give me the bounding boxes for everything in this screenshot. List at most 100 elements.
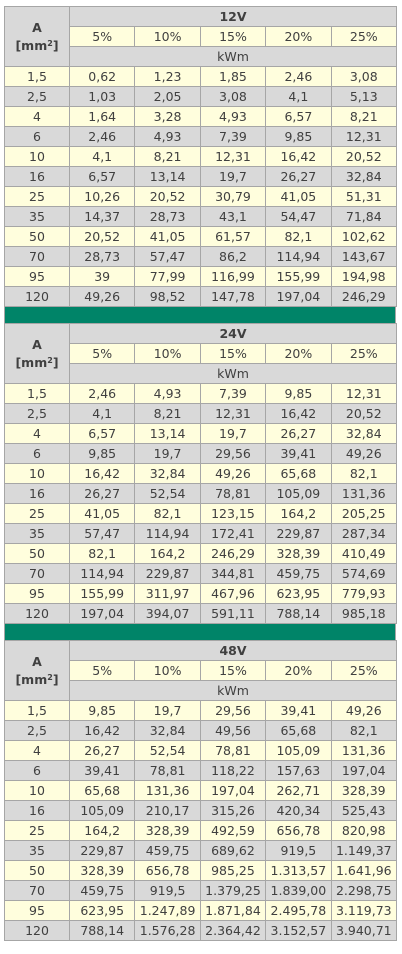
percent-header: 5% (68, 343, 136, 364)
value-cell: 12,31 (199, 146, 267, 167)
value-cell: 86,2 (199, 246, 267, 267)
value-cell: 3.940,71 (330, 920, 397, 941)
cross-section-cell: 25 (4, 503, 70, 524)
value-cell: 49,26 (199, 463, 267, 484)
cross-section-cell: 1,5 (4, 383, 70, 404)
value-cell: 52,54 (134, 740, 201, 761)
value-cell: 656,78 (134, 860, 201, 881)
table-row: 1,5 0,62 1,23 1,85 2,46 3,08 (4, 66, 397, 87)
value-cell: 1.149,37 (330, 840, 397, 861)
value-cell: 197,04 (199, 780, 267, 801)
table-row: 1,5 2,46 4,93 7,39 9,85 12,31 (4, 383, 397, 404)
table-row: 120 197,04 394,07 591,11 788,14 985,18 (4, 603, 397, 624)
value-cell: 28,73 (134, 206, 201, 227)
value-cell: 29,56 (199, 700, 267, 721)
value-cell: 155,99 (265, 266, 332, 287)
cross-section-cell: 70 (4, 880, 70, 901)
value-cell: 78,81 (134, 760, 201, 781)
cross-section-cell: 16 (4, 166, 70, 187)
value-cell: 1,23 (134, 66, 201, 87)
table-row: 25 10,26 20,52 30,79 41,05 51,31 (4, 186, 397, 207)
value-cell: 114,94 (68, 563, 136, 584)
value-cell: 54,47 (265, 206, 332, 227)
cross-section-cell: 25 (4, 186, 70, 207)
voltage-table-12v: A [mm2] 12V 5% 10% 15% 20% 25% kWm 1,5 0,62 1,23 1,8… (4, 6, 397, 307)
value-cell: 12,31 (330, 126, 397, 147)
cross-section-cell: 25 (4, 820, 70, 841)
value-cell: 410,49 (330, 543, 397, 564)
value-cell: 49,56 (199, 720, 267, 741)
table-row: 1,5 9,85 19,7 29,56 39,41 49,26 (4, 700, 397, 721)
value-cell: 1.379,25 (199, 880, 267, 901)
cross-section-cell: 6 (4, 760, 70, 781)
table-row: 35 14,37 28,73 43,1 54,47 71,84 (4, 206, 397, 227)
unit-header: kWm (69, 680, 397, 701)
value-cell: 143,67 (330, 246, 397, 267)
value-cell: 164,2 (68, 820, 136, 841)
value-cell: 2.495,78 (265, 900, 332, 921)
value-cell: 32,84 (134, 720, 201, 741)
area-unit: [mm (15, 37, 48, 53)
value-cell: 131,36 (134, 780, 201, 801)
value-cell: 788,14 (68, 920, 136, 941)
value-cell: 623,95 (265, 583, 332, 604)
value-cell: 4,1 (68, 403, 136, 424)
value-cell: 26,27 (265, 423, 332, 444)
value-cell: 7,39 (199, 383, 267, 404)
cross-section-cell: 120 (4, 286, 70, 307)
value-cell: 28,73 (68, 246, 136, 267)
value-cell: 328,39 (134, 820, 201, 841)
table-row: 16 6,57 13,14 19,7 26,27 32,84 (4, 166, 397, 187)
value-cell: 2,05 (134, 86, 201, 107)
value-cell: 155,99 (68, 583, 136, 604)
value-cell: 16,42 (68, 720, 136, 741)
value-cell: 12,31 (199, 403, 267, 424)
value-cell: 9,85 (265, 383, 332, 404)
value-cell: 12,31 (330, 383, 397, 404)
cross-section-cell: 70 (4, 563, 70, 584)
value-cell: 328,39 (330, 780, 397, 801)
value-cell: 3.119,73 (330, 900, 397, 921)
cross-section-cell: 35 (4, 523, 70, 544)
area-unit-close: ] (52, 671, 59, 687)
cross-section-cell: 50 (4, 543, 70, 564)
value-cell: 164,2 (134, 543, 201, 564)
value-cell: 1,64 (68, 106, 136, 127)
percent-header: 20% (265, 660, 332, 681)
value-cell: 459,75 (134, 840, 201, 861)
value-cell: 1.871,84 (199, 900, 267, 921)
area-unit-exponent: 2 (47, 672, 53, 682)
cross-section-cell: 2,5 (4, 86, 70, 107)
value-cell: 82,1 (330, 463, 397, 484)
value-cell: 919,5 (265, 840, 332, 861)
value-cell: 118,22 (199, 760, 267, 781)
percent-header: 25% (330, 660, 397, 681)
value-cell: 114,94 (134, 523, 201, 544)
value-cell: 20,52 (134, 186, 201, 207)
table-row: 6 2,46 4,93 7,39 9,85 12,31 (4, 126, 397, 147)
value-cell: 525,43 (330, 800, 397, 821)
value-cell: 2,46 (265, 66, 332, 87)
value-cell: 77,99 (134, 266, 201, 287)
value-cell: 328,39 (68, 860, 136, 881)
table-row: 50 328,39 656,78 985,25 1.313,57 1.641,96 (4, 860, 397, 881)
table-row: 4 1,64 3,28 4,93 6,57 8,21 (4, 106, 397, 127)
voltage-header: 12V (69, 6, 397, 27)
value-cell: 41,05 (134, 226, 201, 247)
voltage-header: 24V (69, 323, 397, 344)
unit-header: kWm (69, 363, 397, 384)
value-cell: 57,47 (68, 523, 136, 544)
cross-section-cell: 10 (4, 146, 70, 167)
value-cell: 9,85 (68, 700, 136, 721)
value-cell: 19,7 (199, 166, 267, 187)
value-cell: 105,09 (68, 800, 136, 821)
cross-section-cell: 10 (4, 780, 70, 801)
value-cell: 114,94 (265, 246, 332, 267)
value-cell: 78,81 (199, 740, 267, 761)
value-cell: 197,04 (68, 603, 136, 624)
value-cell: 26,27 (68, 483, 136, 504)
voltage-header: 48V (69, 640, 397, 661)
value-cell: 2.364,42 (199, 920, 267, 941)
voltage-table-48v: A [mm2] 48V 5% 10% 15% 20% 25% kWm 1,5 9,85 19,7 29,… (4, 640, 397, 941)
value-cell: 9,85 (265, 126, 332, 147)
